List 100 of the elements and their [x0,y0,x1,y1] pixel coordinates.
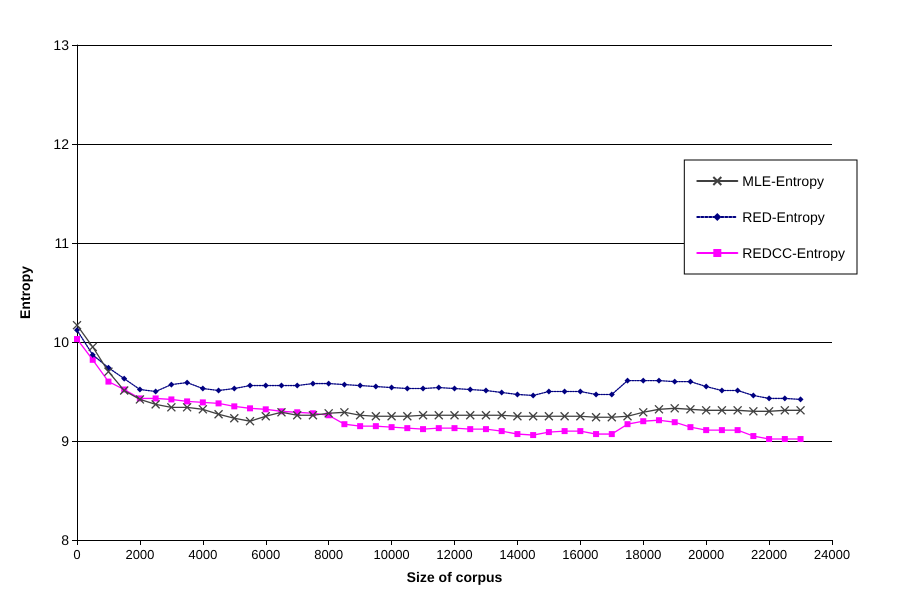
x-tick-label: 4000 [188,547,218,562]
point [608,431,615,438]
point [292,410,302,420]
point [670,404,680,413]
point [135,394,145,404]
point [718,427,725,434]
x-tick-label: 22000 [751,547,788,562]
point [528,412,538,421]
x-tick-label: 6000 [251,547,280,562]
x-tick-label: 18000 [625,547,662,562]
y-tick-label: 8 [61,532,70,548]
point [703,384,710,390]
point [357,382,364,389]
point [436,425,442,432]
point [798,436,804,442]
point [214,410,224,419]
point [372,423,379,430]
point [672,419,678,426]
point [216,388,222,394]
point [434,410,444,420]
point [718,388,725,394]
x-tick-label: 8000 [314,547,344,562]
point [152,388,159,394]
point [498,428,505,434]
point [703,427,710,434]
point [687,378,694,385]
legend-label: REDCC-Entropy [742,245,846,261]
point [326,380,332,387]
point [150,400,160,410]
point [355,410,365,420]
point [544,412,554,421]
point [591,412,601,422]
point [546,429,552,436]
y-tick-label: 10 [53,334,70,350]
point [294,382,300,389]
point [88,342,98,352]
point [168,396,174,402]
point [182,402,192,412]
point [656,378,662,384]
point [796,406,806,415]
y-axis-title: Entropy [17,266,33,319]
point [748,406,758,416]
point [766,395,772,402]
point [261,412,270,421]
x-tick-label: 24000 [814,547,850,562]
point [593,431,600,438]
point [734,427,741,434]
point [452,386,458,392]
point [386,412,396,421]
point [732,406,742,415]
point [184,380,190,386]
point [420,426,426,432]
point [467,386,474,393]
x-tick-label: 2000 [125,547,154,562]
point [436,384,442,391]
point [734,388,741,394]
point [530,392,536,398]
point [216,400,222,406]
point [276,408,286,417]
point [121,376,128,382]
point [404,386,410,392]
point [450,410,460,420]
point [481,410,491,420]
point [514,391,520,398]
y-tick-label: 12 [53,136,70,152]
point [231,403,238,410]
x-tick-label: 10000 [374,547,410,562]
x-tick-label: 14000 [499,547,536,562]
point [90,352,96,358]
point [341,382,348,388]
point [372,384,379,390]
point [308,410,318,420]
x-tick-label: 12000 [436,547,473,562]
point [324,408,334,418]
point [577,428,584,434]
point [340,408,350,417]
point [686,404,696,414]
point [497,410,506,420]
point [418,410,428,420]
y-tick-label: 9 [61,433,70,449]
point [640,418,646,424]
point [452,425,458,432]
point [104,367,114,376]
point [702,406,711,415]
point [262,382,269,389]
x-tick-label: 0 [73,547,81,562]
point [608,391,615,398]
point [136,386,143,393]
point [168,382,174,388]
point [782,395,788,402]
legend-label: MLE-Entropy [742,173,824,189]
point [798,396,804,402]
point [638,408,648,417]
x-tick-label: 20000 [688,547,724,562]
point [152,395,159,402]
point [245,416,255,426]
point [230,414,239,423]
point [200,386,206,392]
point [402,412,412,421]
point [530,432,536,438]
